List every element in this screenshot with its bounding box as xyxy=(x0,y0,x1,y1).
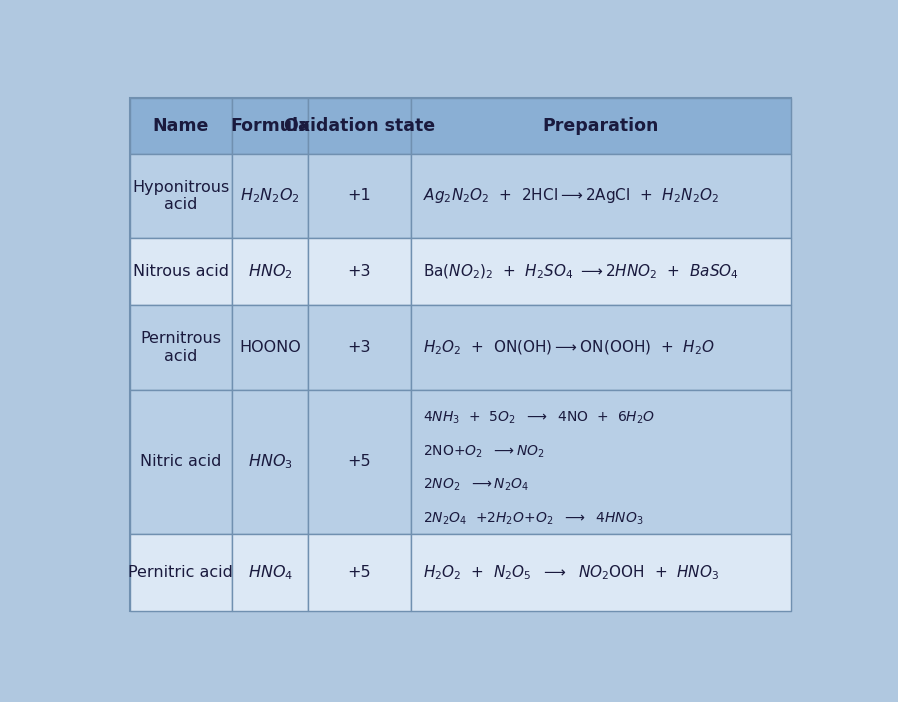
Bar xyxy=(232,305,308,390)
Text: Hyponitrous
acid: Hyponitrous acid xyxy=(132,180,230,212)
Bar xyxy=(308,98,410,154)
Text: 2$N_2O_4$  +2$H_2O$+$O_2$  $\longrightarrow$  4$HNO_3$: 2$N_2O_4$ +2$H_2O$+$O_2$ $\longrightarro… xyxy=(423,510,644,526)
Bar xyxy=(232,154,308,238)
Text: 4$NH_3$  +  5$O_2$  $\longrightarrow$  4NO  +  6$H_2O$: 4$NH_3$ + 5$O_2$ $\longrightarrow$ 4NO +… xyxy=(423,410,656,426)
Bar xyxy=(410,98,791,154)
Text: +5: +5 xyxy=(348,454,371,469)
Bar xyxy=(129,390,232,534)
Text: +3: +3 xyxy=(348,264,371,279)
Text: +1: +1 xyxy=(348,188,371,204)
Text: 2NO+$O_2$  $\longrightarrow$$NO_2$: 2NO+$O_2$ $\longrightarrow$$NO_2$ xyxy=(423,444,545,460)
Text: Ba$(NO_2)_2$  +  $H_2SO_4$ $\longrightarrow$2$HNO_2$  +  $BaSO_4$: Ba$(NO_2)_2$ + $H_2SO_4$ $\longrightarro… xyxy=(423,263,739,281)
Bar xyxy=(129,305,232,390)
Text: Nitrous acid: Nitrous acid xyxy=(133,264,229,279)
Bar xyxy=(129,98,232,154)
Bar xyxy=(232,534,308,611)
Bar xyxy=(129,534,232,611)
Bar xyxy=(410,154,791,238)
Text: 2$NO_2$  $\longrightarrow$$N_2O_4$: 2$NO_2$ $\longrightarrow$$N_2O_4$ xyxy=(423,477,530,494)
Text: +5: +5 xyxy=(348,565,371,580)
Text: Pernitrous
acid: Pernitrous acid xyxy=(140,331,222,364)
Bar xyxy=(308,534,410,611)
Text: $H_2O_2$  +  $N_2O_5$  $\longrightarrow$  $NO_2$OOH  +  $HNO_3$: $H_2O_2$ + $N_2O_5$ $\longrightarrow$ $N… xyxy=(423,563,719,582)
Text: Formula: Formula xyxy=(230,117,310,135)
Bar xyxy=(308,238,410,305)
Bar xyxy=(308,390,410,534)
Bar xyxy=(308,154,410,238)
Text: Oxidation state: Oxidation state xyxy=(284,117,435,135)
Text: Pernitric acid: Pernitric acid xyxy=(128,565,233,580)
Text: $H_2N_2O_2$: $H_2N_2O_2$ xyxy=(241,187,300,205)
Bar xyxy=(410,534,791,611)
Bar xyxy=(129,238,232,305)
Bar xyxy=(410,238,791,305)
Bar xyxy=(410,305,791,390)
Text: Name: Name xyxy=(153,117,209,135)
Text: HOONO: HOONO xyxy=(239,340,301,355)
Text: Preparation: Preparation xyxy=(542,117,659,135)
Bar xyxy=(410,390,791,534)
Bar xyxy=(308,305,410,390)
Bar xyxy=(232,238,308,305)
Text: $HNO_4$: $HNO_4$ xyxy=(248,563,293,582)
Bar xyxy=(232,98,308,154)
Text: Nitric acid: Nitric acid xyxy=(140,454,222,469)
Bar xyxy=(232,390,308,534)
Text: $HNO_2$: $HNO_2$ xyxy=(248,263,293,281)
Text: $H_2O_2$  +  ON(OH)$\longrightarrow$ON(OOH)  +  $H_2O$: $H_2O_2$ + ON(OH)$\longrightarrow$ON(OOH… xyxy=(423,338,715,357)
Bar xyxy=(129,154,232,238)
Text: +3: +3 xyxy=(348,340,371,355)
Text: $Ag_2N_2O_2$  +  2HCl$\longrightarrow$2AgCl  +  $H_2N_2O_2$: $Ag_2N_2O_2$ + 2HCl$\longrightarrow$2AgC… xyxy=(423,187,719,206)
Text: $HNO_3$: $HNO_3$ xyxy=(248,452,293,471)
